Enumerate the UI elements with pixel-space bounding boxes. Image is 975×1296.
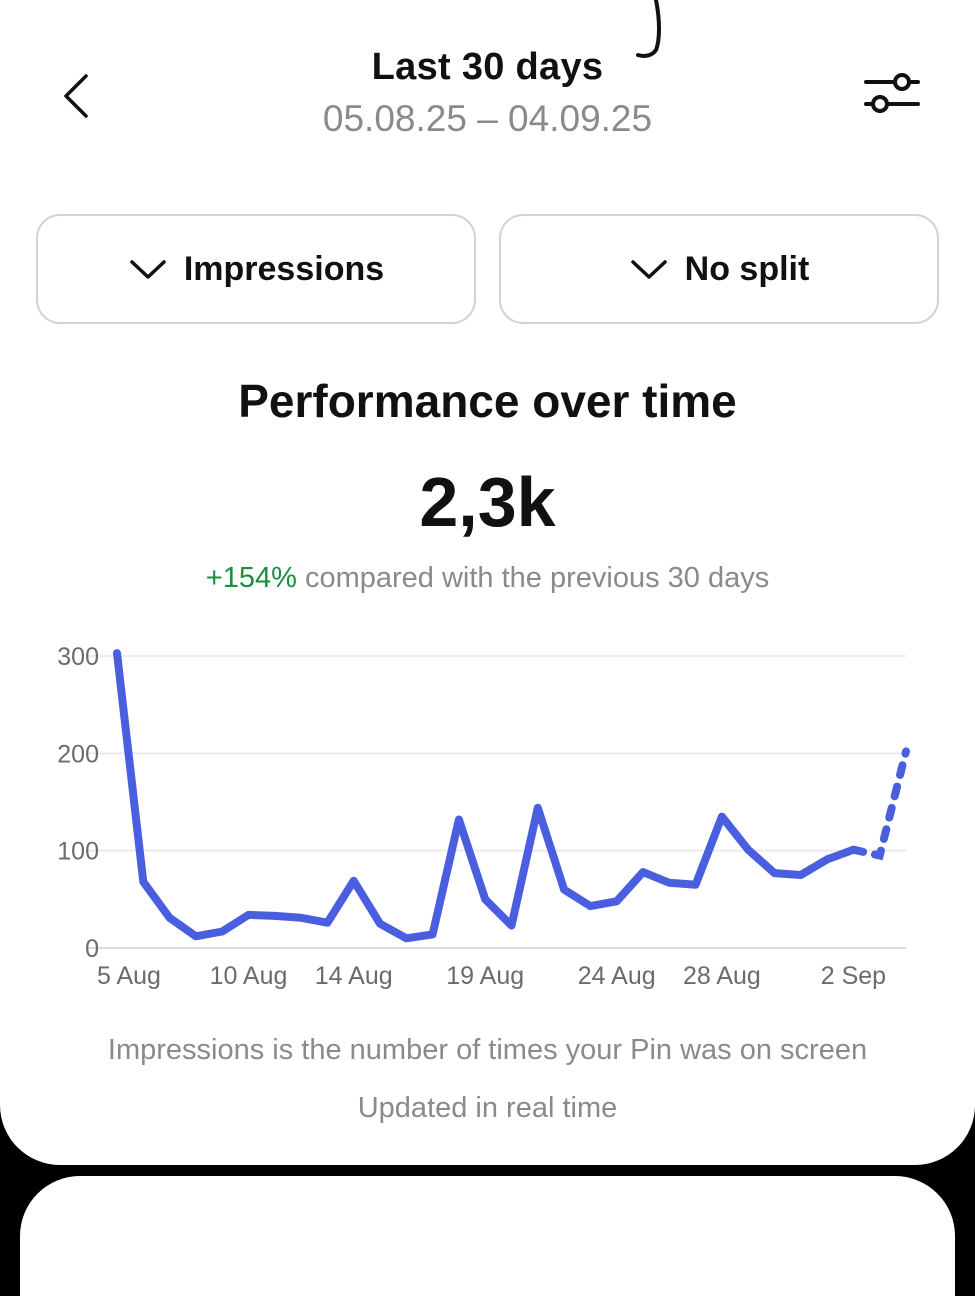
performance-chart: 0 100 200 300 5 Aug 10 Aug 14 Aug 19 Aug 24 Aug 2… [57,643,910,990]
sliders-icon [864,73,920,113]
data-point [535,805,541,811]
data-point [430,931,436,937]
page-title: Last 30 days [371,46,604,88]
data-point [140,879,146,885]
data-point [482,896,488,902]
back-button[interactable] [50,62,102,122]
data-point [377,921,383,927]
date-range: 05.08.25 – 04.09.25 [322,98,653,139]
data-point [456,817,462,823]
data-point [877,853,883,859]
series-line-projected [849,747,910,861]
data-point [666,880,672,886]
handwritten-mark [636,0,661,58]
data-point [587,903,593,909]
analytics-screen: Last 30 days 05.08.25 – 04.09.25 Impress… [0,0,975,1165]
change-percent: +154% [205,562,297,594]
data-point [403,935,409,941]
data-point [772,870,778,876]
total-impressions: 2,3k [419,463,556,541]
data-point [745,847,751,853]
chevron-left-icon [64,74,88,118]
comparison-text: +154% compared with the previous 30 days [0,562,975,595]
data-point [272,913,278,919]
data-point [640,869,646,875]
x-tick-label: 28 Aug [683,962,761,990]
data-point [246,912,252,918]
metric-explanation: Impressions is the number of times your … [107,1034,868,1066]
split-dropdown[interactable]: No split [499,214,939,324]
metric-dropdown[interactable]: Impressions [36,214,476,324]
data-point [903,748,909,754]
y-tick-label: 0 [85,935,99,963]
data-point [614,898,620,904]
y-tick-label: 100 [57,838,99,866]
data-point [561,887,567,893]
update-note: Updated in real time [357,1092,618,1124]
data-point [798,872,804,878]
x-tick-label: 14 Aug [315,962,393,990]
data-point [824,856,830,862]
x-tick-label: 24 Aug [578,962,656,990]
metric-dropdown-label: Impressions [183,249,385,288]
chevron-down-icon [630,260,667,279]
data-point [219,928,225,934]
y-tick-label: 200 [57,740,99,768]
series-line [113,649,858,943]
next-card [20,1176,955,1296]
data-point [324,920,330,926]
data-point [114,650,120,656]
section-title: Performance over time [238,375,737,427]
split-dropdown-label: No split [684,249,810,288]
x-tick-label: 5 Aug [97,962,161,990]
data-point [850,847,856,853]
data-point [167,915,173,921]
data-point [193,933,199,939]
data-point [298,915,304,921]
data-point [351,878,357,884]
x-tick-label: 19 Aug [446,962,524,990]
y-tick-label: 300 [57,643,99,671]
data-point [693,882,699,888]
change-description: compared with the previous 30 days [296,562,770,594]
x-tick-label: 2 Sep [821,962,886,990]
filter-button[interactable] [858,70,926,120]
chevron-down-icon [130,260,166,279]
x-tick-label: 10 Aug [210,962,288,990]
data-point [509,923,515,929]
data-point [719,814,725,820]
